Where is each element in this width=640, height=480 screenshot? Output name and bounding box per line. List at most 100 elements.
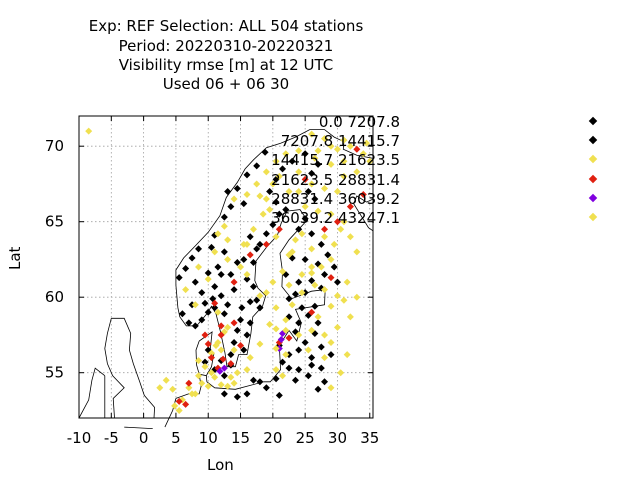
chart-title-line-1: Exp: REF Selection: ALL 504 stations bbox=[88, 17, 364, 35]
station-point bbox=[308, 245, 316, 253]
station-point bbox=[253, 296, 261, 304]
station-point bbox=[214, 308, 222, 316]
legend-label: 0.0 7207.8 bbox=[318, 113, 400, 131]
station-point bbox=[243, 271, 251, 279]
coastline bbox=[195, 340, 207, 377]
station-point bbox=[327, 384, 335, 392]
axis-ticks: -10 -5 0 5 10 15 20 25 30 35 55 60 65 70 bbox=[45, 116, 379, 447]
station-point bbox=[314, 319, 322, 327]
station-point bbox=[304, 346, 312, 354]
station-point bbox=[314, 147, 322, 155]
station-point bbox=[321, 331, 329, 339]
station-point bbox=[175, 274, 183, 282]
station-point bbox=[211, 304, 219, 312]
station-point bbox=[282, 316, 290, 324]
station-point bbox=[321, 354, 329, 362]
station-point bbox=[346, 203, 354, 211]
station-point bbox=[249, 283, 257, 291]
station-point bbox=[272, 233, 280, 241]
station-point bbox=[308, 169, 316, 177]
station-point bbox=[314, 207, 322, 215]
coastline bbox=[104, 317, 156, 419]
station-point bbox=[272, 366, 280, 374]
station-point bbox=[237, 263, 245, 271]
station-point bbox=[321, 135, 329, 143]
station-point bbox=[237, 342, 245, 350]
station-point bbox=[195, 357, 203, 365]
chart-title-line-4: Used 06 + 06 30 bbox=[162, 75, 290, 93]
station-point bbox=[285, 281, 293, 289]
station-point bbox=[272, 304, 280, 312]
station-point bbox=[321, 184, 329, 192]
station-point bbox=[301, 255, 309, 263]
grid bbox=[78, 116, 373, 418]
station-point bbox=[224, 255, 232, 263]
station-point bbox=[262, 289, 270, 297]
station-point bbox=[201, 331, 209, 339]
station-point bbox=[363, 139, 371, 147]
chart-title-line-2: Period: 20220310-20220321 bbox=[118, 37, 334, 55]
station-point bbox=[201, 358, 209, 366]
station-point bbox=[269, 221, 277, 229]
station-point bbox=[298, 230, 306, 238]
station-point bbox=[308, 263, 316, 271]
x-axis-label: Lon bbox=[207, 456, 234, 474]
station-point bbox=[204, 340, 212, 348]
station-point bbox=[233, 258, 241, 266]
station-point bbox=[230, 379, 238, 387]
station-point bbox=[230, 195, 238, 203]
station-point bbox=[359, 150, 367, 158]
station-point bbox=[262, 230, 270, 238]
station-point bbox=[279, 165, 287, 173]
station-point bbox=[321, 378, 329, 386]
station-point bbox=[256, 292, 264, 300]
station-point bbox=[262, 240, 270, 248]
x-tick-label: 30 bbox=[328, 429, 347, 447]
station-point bbox=[204, 269, 212, 277]
station-point bbox=[301, 150, 309, 158]
y-axis-label: Lat bbox=[6, 246, 24, 270]
station-point bbox=[219, 355, 227, 363]
data-points bbox=[85, 127, 373, 414]
y-tick-label: 55 bbox=[45, 364, 64, 382]
x-tick-label: -10 bbox=[67, 429, 92, 447]
station-point bbox=[340, 157, 348, 165]
station-point bbox=[295, 168, 303, 176]
station-point bbox=[295, 346, 303, 354]
station-point bbox=[217, 292, 225, 300]
station-point bbox=[240, 240, 248, 248]
station-point bbox=[249, 225, 257, 233]
y-tick-label: 70 bbox=[45, 137, 64, 155]
legend-label: 14415.7 21623.5 bbox=[271, 151, 400, 170]
station-point bbox=[295, 278, 303, 286]
station-point bbox=[233, 326, 241, 334]
station-point bbox=[269, 278, 277, 286]
station-point bbox=[204, 275, 212, 283]
station-point bbox=[191, 301, 199, 309]
station-point bbox=[366, 157, 373, 165]
station-point bbox=[266, 188, 274, 195]
station-point bbox=[340, 296, 348, 304]
station-point bbox=[304, 188, 312, 195]
station-point bbox=[188, 254, 196, 262]
station-point bbox=[327, 160, 335, 168]
station-point bbox=[333, 323, 341, 331]
station-point bbox=[285, 295, 293, 303]
station-point bbox=[185, 379, 193, 387]
station-point bbox=[204, 308, 212, 316]
station-point bbox=[301, 339, 309, 346]
station-point bbox=[269, 180, 277, 188]
station-point bbox=[291, 236, 299, 244]
station-point bbox=[220, 364, 228, 372]
station-point bbox=[317, 364, 325, 372]
station-point bbox=[353, 248, 361, 256]
station-point bbox=[182, 265, 190, 273]
station-point bbox=[295, 366, 303, 374]
station-point bbox=[256, 192, 264, 200]
station-point bbox=[233, 369, 241, 377]
station-point bbox=[246, 354, 254, 362]
y-tick-label: 60 bbox=[45, 288, 64, 306]
station-point bbox=[230, 286, 238, 294]
station-point bbox=[207, 243, 215, 251]
